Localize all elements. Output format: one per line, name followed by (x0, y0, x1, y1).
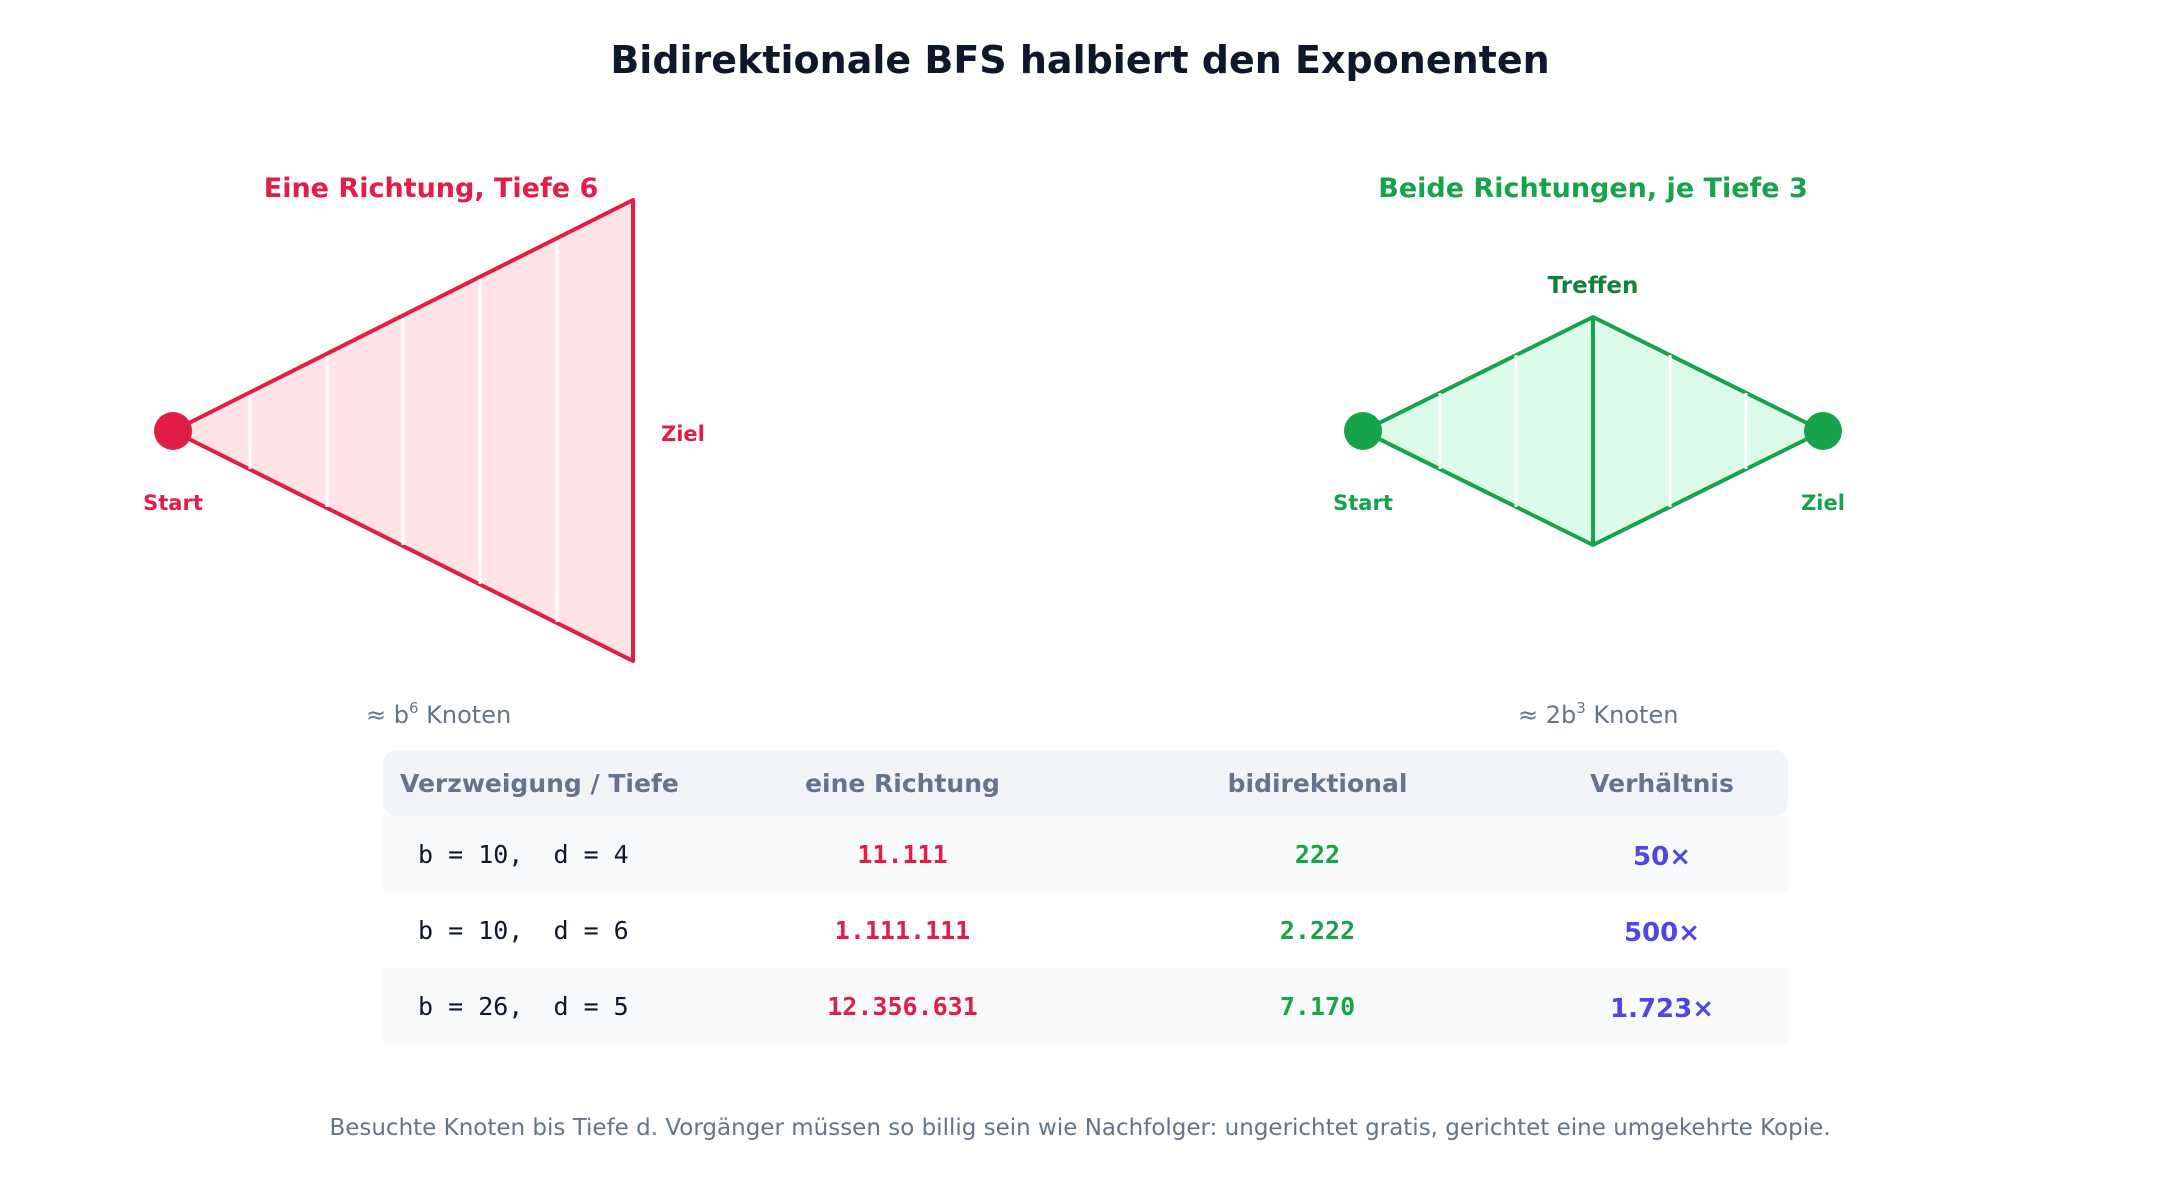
row-params: b = 26, d = 5 (418, 991, 629, 1021)
node-estimate: ≈ 2b3 Knoten (1518, 699, 1678, 729)
estimate-exponent: 3 (1576, 699, 1586, 717)
row-one-direction: 11.111 (857, 839, 948, 869)
row-ratio: 50× (1633, 842, 1691, 872)
header-branching-depth: Verzweigung / Tiefe (400, 768, 679, 798)
goal-node (1804, 412, 1842, 450)
unidirectional-heading: Eine Richtung, Tiefe 6 (264, 173, 598, 204)
bidirectional-diagram: Beide Richtungen, je Tiefe 3 Treffen Sta… (1333, 173, 1845, 729)
row-bidirectional: 2.222 (1279, 915, 1356, 945)
start-label: Start (143, 491, 203, 515)
bidirectional-heading: Beide Richtungen, je Tiefe 3 (1378, 173, 1808, 204)
estimate-suffix: Knoten (1586, 701, 1679, 729)
estimate-prefix: ≈ b (366, 701, 409, 729)
page-title: Bidirektionale BFS halbiert den Exponent… (610, 38, 1550, 82)
table-row: b = 10, d = 4 11.111 222 50× (383, 816, 1788, 892)
table-row: b = 26, d = 5 12.356.631 7.170 1.723× (383, 968, 1788, 1044)
start-node (1344, 412, 1382, 450)
row-ratio: 1.723× (1609, 994, 1715, 1024)
goal-label: Ziel (661, 422, 705, 446)
row-one-direction: 12.356.631 (827, 991, 978, 1021)
table-row: b = 10, d = 6 1.111.111 2.222 500× (383, 892, 1788, 968)
estimate-suffix: Knoten (419, 701, 512, 729)
comparison-table: Verzweigung / Tiefe eine Richtung bidire… (383, 750, 1788, 1044)
node-estimate: ≈ b6 Knoten (366, 699, 511, 729)
row-one-direction: 1.111.111 (834, 915, 971, 945)
unidirectional-diagram: Eine Richtung, Tiefe 6 Start Ziel ≈ b6 K… (143, 173, 705, 729)
header-bidirectional: bidirektional (1227, 768, 1408, 798)
meet-label: Treffen (1548, 273, 1639, 299)
goal-label: Ziel (1801, 491, 1845, 515)
header-one-direction: eine Richtung (805, 768, 1000, 798)
estimate-exponent: 6 (409, 699, 419, 717)
depth-levels (1438, 355, 1748, 507)
row-bidirectional: 7.170 (1279, 991, 1356, 1021)
table-header: Verzweigung / Tiefe eine Richtung bidire… (383, 750, 1788, 816)
row-params: b = 10, d = 4 (418, 839, 629, 869)
depth-levels (248, 241, 559, 622)
header-ratio: Verhältnis (1590, 768, 1734, 798)
footnote: Besuchte Knoten bis Tiefe d. Vorgänger m… (329, 1115, 1831, 1141)
row-bidirectional: 222 (1294, 839, 1341, 869)
row-params: b = 10, d = 6 (418, 915, 629, 945)
row-ratio: 500× (1623, 918, 1701, 948)
start-label: Start (1333, 491, 1393, 515)
estimate-prefix: ≈ 2b (1518, 701, 1576, 729)
start-node (154, 412, 192, 450)
